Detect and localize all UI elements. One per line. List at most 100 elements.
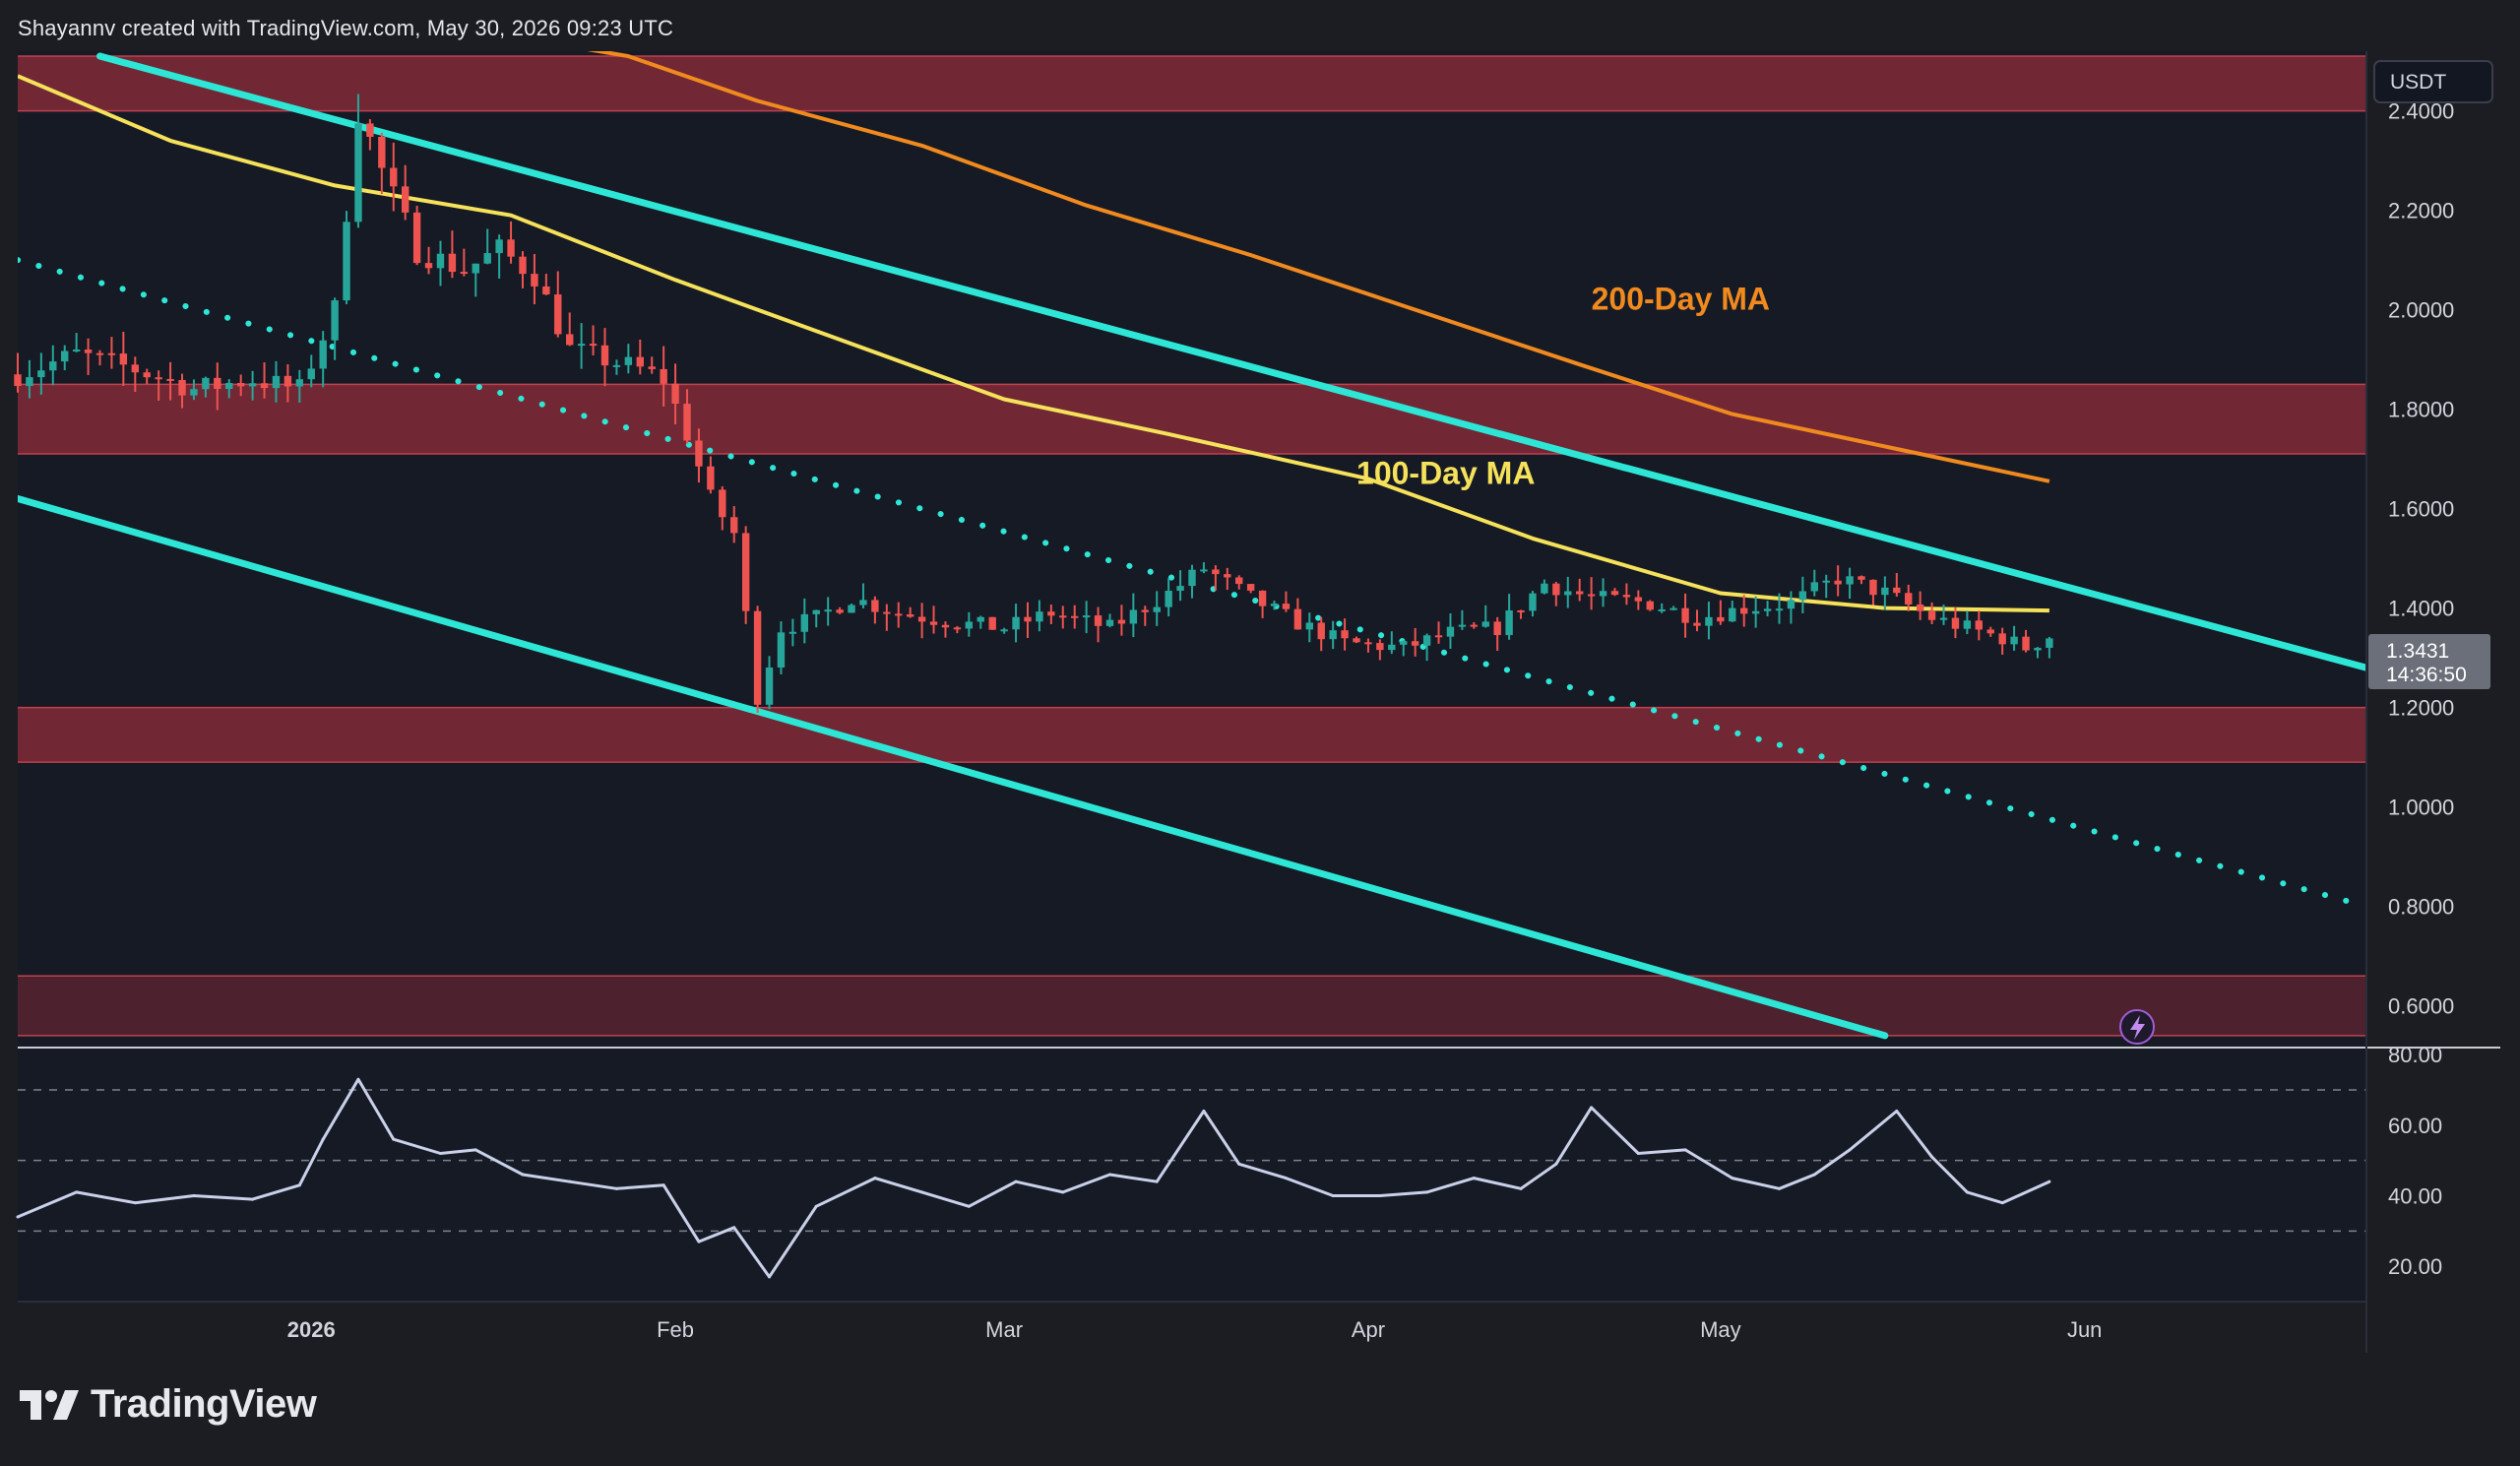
candle-body (1869, 579, 1877, 596)
candle-body (1505, 609, 1513, 636)
candle-body (965, 621, 974, 629)
tradingview-brand[interactable]: TradingView (20, 1382, 317, 1427)
candle-body (1376, 643, 1384, 651)
candle-24 (295, 369, 304, 404)
time-axis[interactable]: 2026 Feb Mar Apr May Jun (287, 1317, 2103, 1342)
candle-106 (1258, 590, 1267, 618)
rsi-point-31 (1425, 1190, 1429, 1194)
candle-6 (84, 338, 93, 375)
candle-body (600, 345, 609, 366)
candle-body (871, 600, 879, 612)
candle-body (366, 123, 374, 137)
candle-body (61, 351, 69, 362)
candle-80 (953, 625, 962, 634)
candle-46 (554, 271, 562, 338)
candle-143 (1693, 609, 1701, 632)
candle-body (1094, 615, 1102, 626)
candle-body (895, 613, 903, 616)
candle-111 (1317, 616, 1325, 652)
candle-118 (1400, 640, 1408, 657)
candle-56 (671, 363, 679, 425)
rsi-point-1 (75, 1190, 79, 1194)
candle-140 (1658, 603, 1666, 613)
rsi-point-40 (1812, 1173, 1816, 1177)
candle-body (1353, 638, 1360, 643)
candle-body (765, 667, 774, 705)
candle-92 (1094, 606, 1102, 643)
candle-body (1470, 624, 1479, 627)
price-tick-1: 2.2000 (2388, 199, 2454, 223)
candle-107 (1270, 601, 1279, 610)
candle-60 (719, 485, 726, 531)
candle-body (836, 609, 844, 613)
candle-38 (460, 248, 469, 277)
candle-44 (531, 254, 538, 305)
candle-body (1834, 580, 1842, 585)
candle-72 (859, 583, 867, 608)
candle-body (1858, 576, 1865, 580)
tradingview-wordmark: TradingView (91, 1382, 317, 1426)
candle-body (1846, 576, 1854, 585)
candle-body (190, 389, 198, 396)
candle-body (225, 382, 233, 389)
zone-3 (18, 976, 2366, 1036)
candle-133 (1575, 578, 1584, 602)
candle-body (788, 631, 797, 634)
candle-23 (284, 363, 292, 403)
rsi-point-37 (1683, 1148, 1687, 1152)
candle-body (917, 616, 926, 622)
candle-161 (1905, 584, 1913, 611)
rsi-point-18 (814, 1204, 818, 1208)
time-tick-2: Mar (985, 1317, 1023, 1342)
candle-body (1176, 586, 1184, 592)
candle-body (49, 361, 57, 371)
candle-body (906, 614, 914, 617)
candle-154 (1822, 574, 1830, 599)
candle-134 (1587, 577, 1596, 610)
candle-4 (61, 345, 69, 371)
candle-body (202, 377, 210, 390)
candle-96 (1141, 606, 1149, 626)
candle-3 (49, 345, 57, 386)
candle-body (1224, 574, 1231, 578)
time-tick-0: 2026 (287, 1317, 336, 1342)
rsi-point-7 (356, 1077, 360, 1081)
candle-body (460, 272, 469, 275)
candle-body (155, 377, 162, 380)
candle-69 (824, 597, 832, 626)
candle-body (95, 352, 104, 355)
rsi-point-26 (1202, 1110, 1206, 1113)
candle-body (929, 621, 938, 625)
candle-body (236, 382, 245, 387)
price-tick-7: 1.0000 (2388, 796, 2454, 820)
candle-body (307, 368, 315, 380)
currency-button[interactable]: USDT (2373, 60, 2493, 103)
candle-85 (1012, 604, 1020, 643)
rsi-point-39 (1778, 1186, 1781, 1190)
candle-165 (1951, 606, 1960, 639)
candle-131 (1552, 581, 1560, 606)
candle-21 (260, 362, 269, 399)
rsi-point-24 (1107, 1173, 1111, 1177)
lightning-icon[interactable] (2119, 1009, 2155, 1045)
candle-126 (1493, 616, 1501, 652)
candle-body (1939, 617, 1948, 620)
zone-0 (18, 56, 2366, 111)
candle-115 (1364, 638, 1372, 653)
candle-155 (1834, 565, 1842, 597)
candle-9 (119, 332, 128, 386)
price-tick-4: 1.6000 (2388, 497, 2454, 522)
rsi-point-0 (16, 1215, 20, 1219)
candle-33 (401, 164, 410, 221)
candle-150 (1775, 593, 1784, 624)
candle-body (542, 286, 550, 295)
candle-body (519, 256, 527, 275)
candle-body (248, 383, 257, 387)
candle-body (660, 368, 667, 384)
candle-body (495, 239, 503, 254)
candle-body (1881, 587, 1889, 596)
candle-body (507, 239, 515, 257)
moving-averages (18, 51, 2050, 613)
price-axis[interactable]: 2.40002.20002.00001.80001.60001.40001.20… (2388, 99, 2454, 1019)
